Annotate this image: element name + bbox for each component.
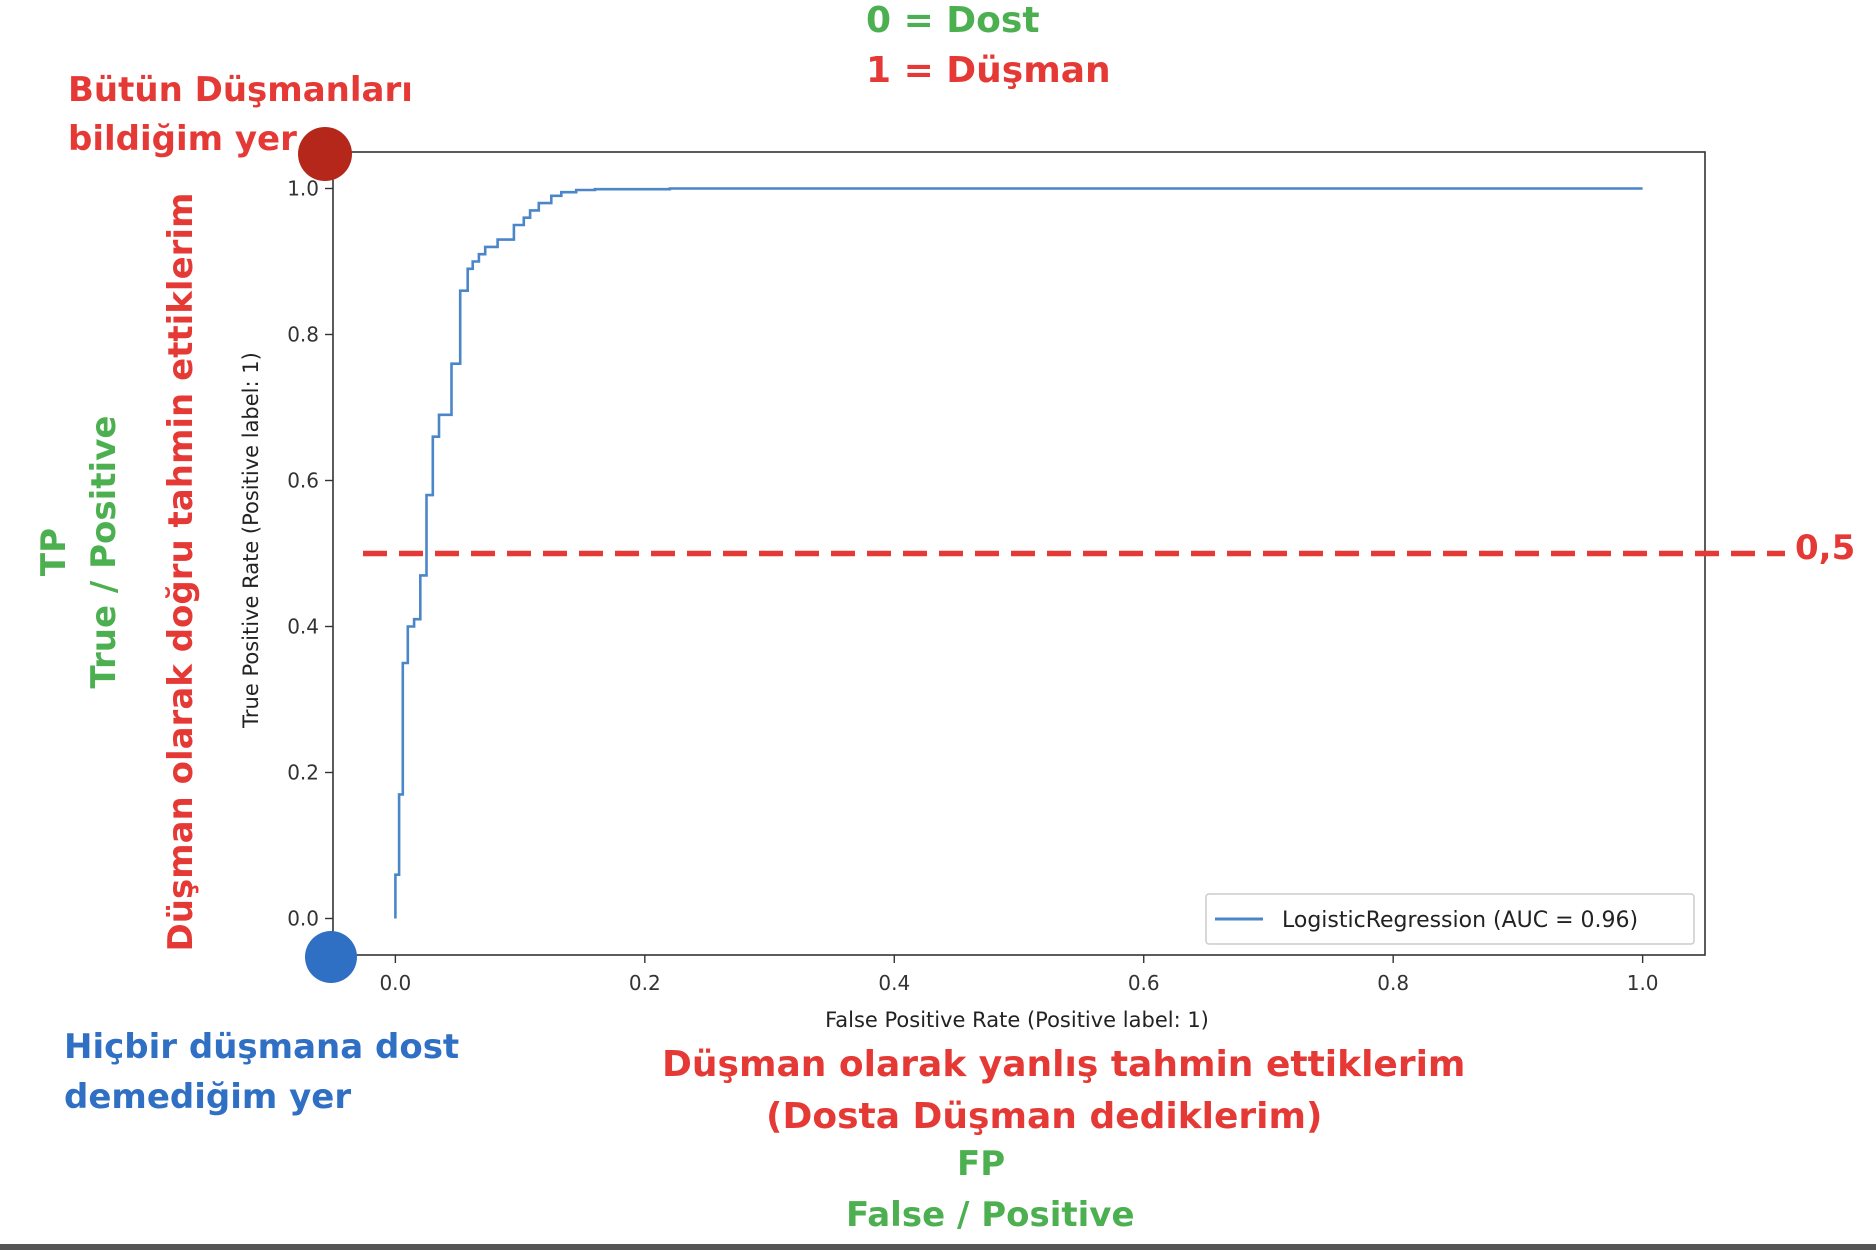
top-corner-text-line1: Bütün Düşmanları — [68, 70, 413, 110]
x-tick-label: 0.4 — [878, 971, 910, 995]
chart-legend: LogisticRegression (AUC = 0.96) — [1205, 893, 1695, 945]
bottom-border — [0, 1244, 1876, 1250]
x-side-annotation-fp: FP — [957, 1144, 1006, 1184]
roc-curve-line — [394, 187, 1643, 919]
x-side-annotation-red-line2: (Dosta Düşman dediklerim) — [766, 1096, 1323, 1137]
roc-curve-group — [394, 187, 1643, 919]
legend-label: LogisticRegression (AUC = 0.96) — [1282, 908, 1638, 933]
legend-dost-text: 0 = Dost — [866, 0, 1040, 41]
y-axis-label: True Positive Rate (Positive label: 1) — [239, 352, 263, 729]
y-tick-label: 1.0 — [287, 177, 319, 201]
bottom-corner-marker — [305, 931, 357, 983]
y-side-annotation-tp: TP — [34, 527, 74, 577]
y-side-annotation-red: Düşman olarak doğru tahmin ettiklerim — [161, 192, 201, 952]
y-tick-label: 0.6 — [287, 469, 319, 493]
bottom-corner-text-line1: Hiçbir düşmana dost — [64, 1027, 460, 1067]
x-side-annotation-red-line1: Düşman olarak yanlış tahmin ettiklerim — [662, 1044, 1466, 1085]
y-side-annotation-tp-full: True / Positive — [84, 415, 124, 689]
y-tick-label: 0.4 — [287, 615, 319, 639]
bottom-corner-text-line2: demediğim yer — [64, 1077, 352, 1117]
top-corner-marker — [298, 127, 352, 181]
top-corner-text-line2: bildiğim yer — [68, 119, 297, 159]
y-tick-label: 0.0 — [287, 907, 319, 931]
x-side-annotation-fp-full: False / Positive — [846, 1195, 1135, 1235]
x-axis-label: False Positive Rate (Positive label: 1) — [825, 1008, 1209, 1032]
x-tick-label: 1.0 — [1627, 971, 1659, 995]
threshold-label: 0,5 — [1795, 528, 1856, 568]
x-tick-label: 0.2 — [629, 971, 661, 995]
y-tick-label: 0.2 — [287, 761, 319, 785]
legend-dusman-text: 1 = Düşman — [866, 50, 1111, 91]
x-tick-label: 0.8 — [1377, 971, 1409, 995]
x-tick-label: 0.6 — [1128, 971, 1160, 995]
axis-ticks: 0.0 0.2 0.4 0.6 0.8 1.0 0.0 0.2 0.4 0.6 0.8 1.0 — [287, 177, 1658, 996]
legend-box — [1205, 893, 1695, 945]
y-tick-label: 0.8 — [287, 323, 319, 347]
x-tick-label: 0.0 — [379, 971, 411, 995]
